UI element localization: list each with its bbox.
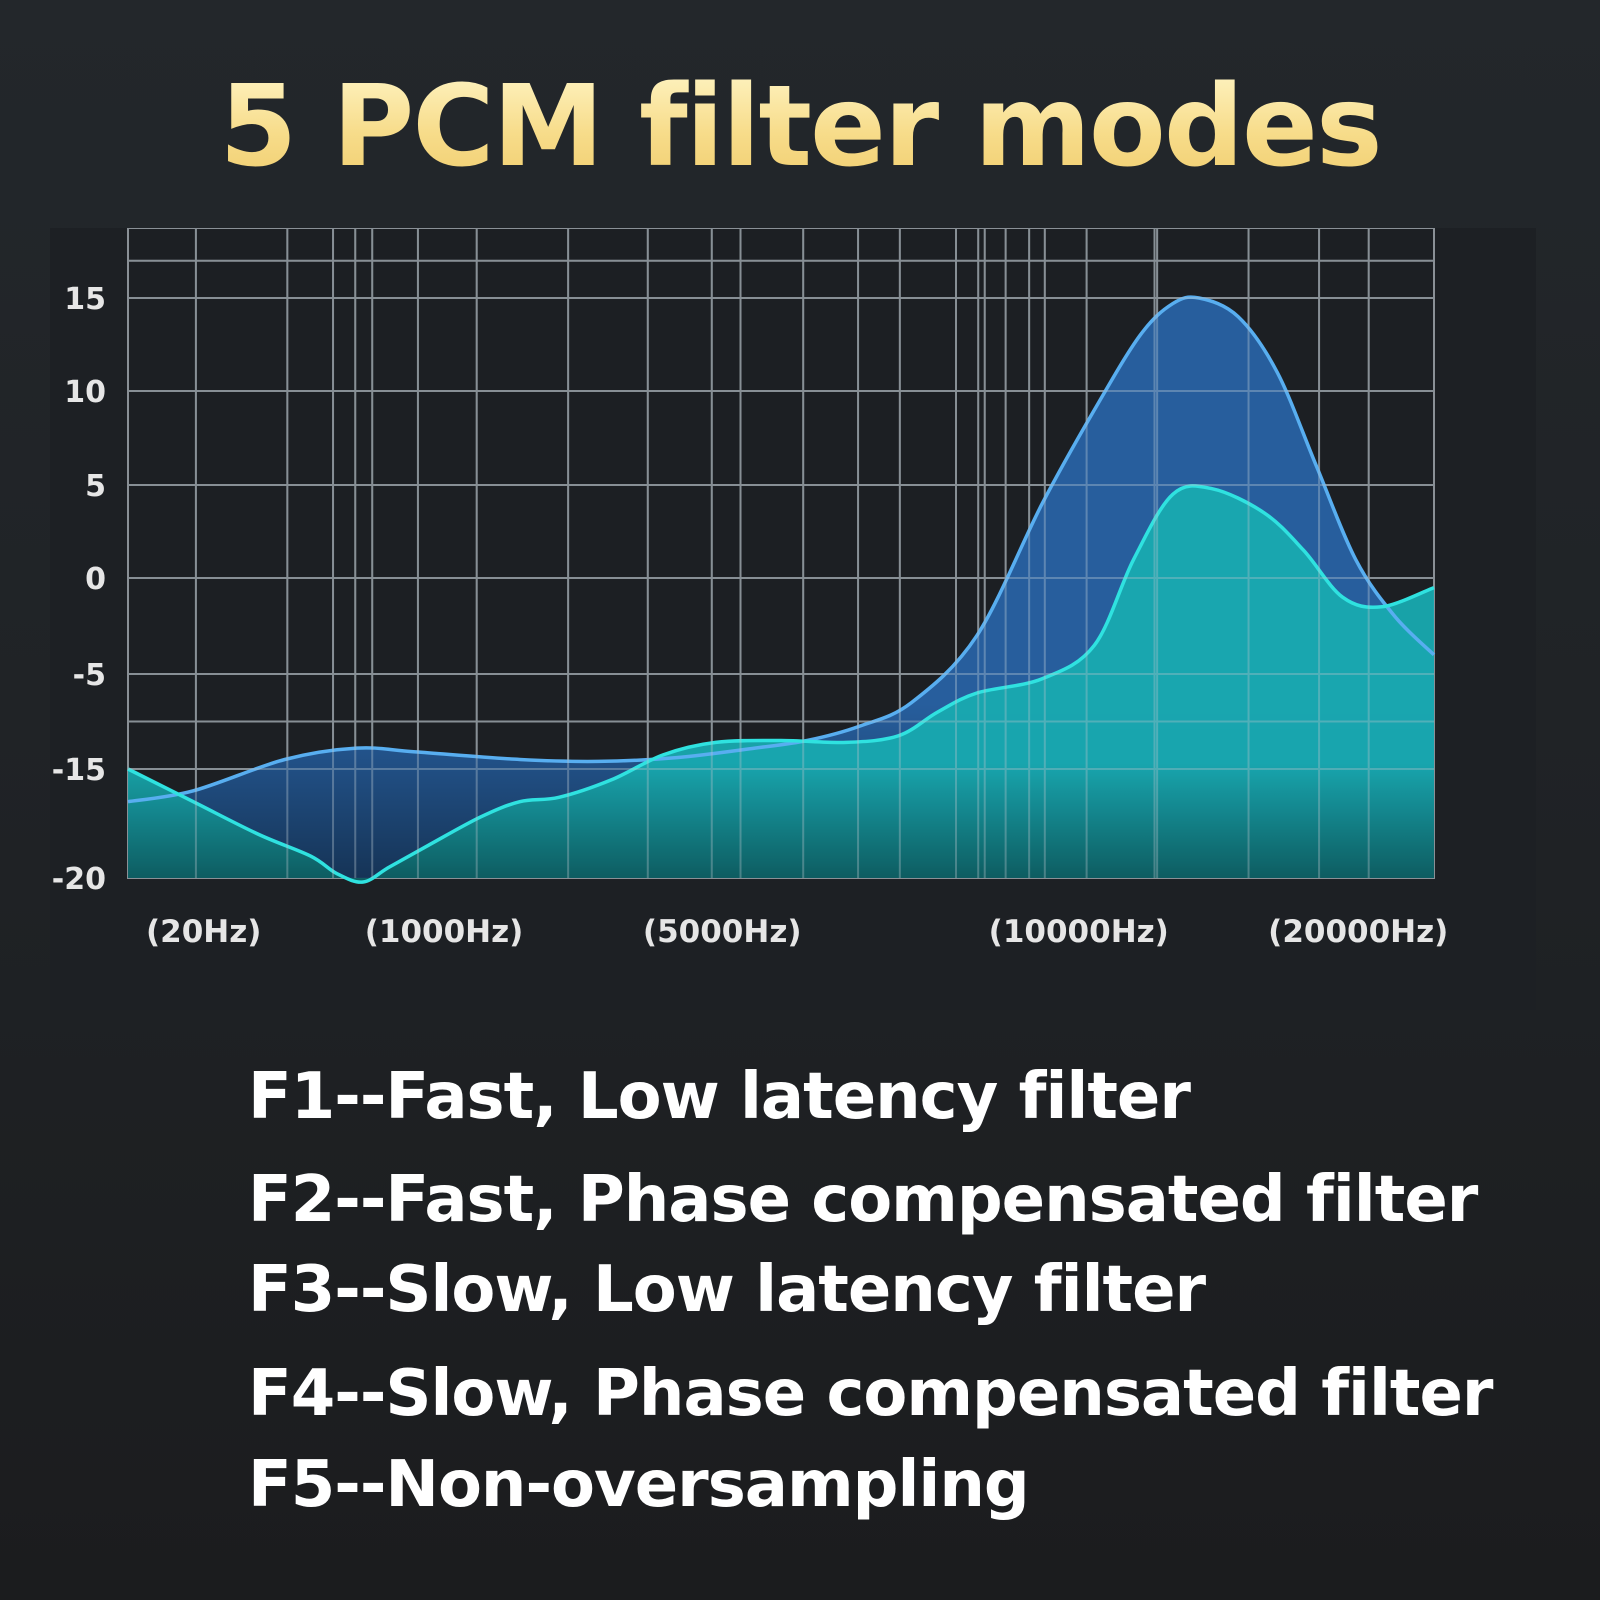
y-axis-ticks: 15 10 5 0 -5 -15 -20 [52, 282, 106, 897]
x-axis-ticks: (20Hz) (1000Hz) (5000Hz) (10000Hz) (20000Hz) [146, 914, 1448, 950]
y-tick-label: 15 [64, 282, 106, 317]
chart-title: 5 PCM filter modes [0, 62, 1600, 192]
filter-mode-f4: F4--Slow, Phase compensated filter [248, 1357, 1493, 1431]
filter-mode-f1: F1--Fast, Low latency filter [248, 1060, 1191, 1134]
filter-mode-f2: F2--Fast, Phase compensated filter [248, 1163, 1478, 1237]
filter-mode-f5: F5--Non-oversampling [248, 1448, 1030, 1522]
x-tick-label: (1000Hz) [365, 914, 524, 950]
grid-overlay [128, 228, 1434, 878]
series-1-line [127, 295, 1436, 804]
y-tick-label: -15 [52, 753, 106, 788]
y-tick-label: -5 [73, 658, 106, 693]
x-tick-label: (10000Hz) [989, 914, 1169, 950]
chart-panel: 15 10 5 0 -5 -15 -20 (20Hz) (1000Hz) (5000Hz) (10… [50, 228, 1536, 1010]
y-tick-label: 5 [85, 469, 106, 504]
series-2-line [127, 484, 1435, 884]
chart-series-lines [127, 228, 1436, 884]
y-tick-label: -20 [52, 862, 106, 897]
x-tick-label: (20Hz) [146, 914, 261, 950]
y-tick-label: 10 [64, 375, 106, 410]
series-2-area-shade [128, 485, 1434, 883]
frequency-response-chart: 15 10 5 0 -5 -15 -20 (20Hz) (1000Hz) (5000Hz) (10… [52, 228, 1448, 950]
y-tick-label: 0 [85, 562, 106, 597]
chart-series-areas [128, 297, 1434, 883]
x-tick-label: (20000Hz) [1268, 914, 1448, 950]
x-tick-label: (5000Hz) [643, 914, 802, 950]
filter-mode-f3: F3--Slow, Low latency filter [248, 1253, 1206, 1327]
